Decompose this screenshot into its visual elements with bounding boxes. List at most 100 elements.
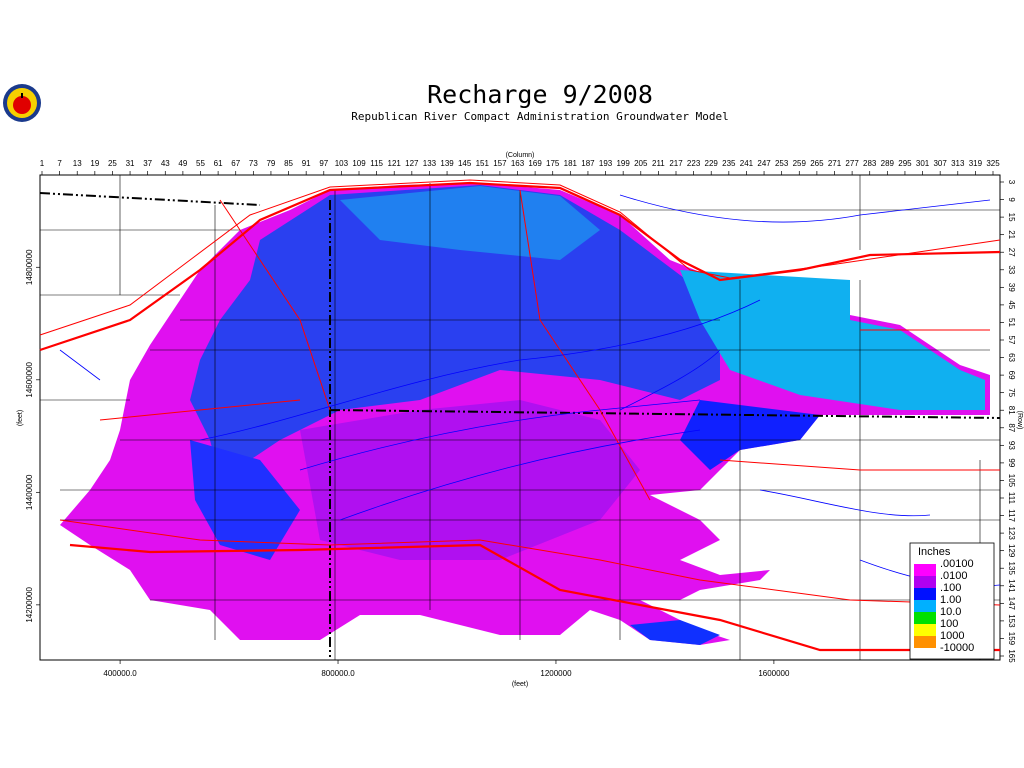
column-tick-label: 241: [740, 159, 754, 168]
column-tick-label: 223: [687, 159, 701, 168]
row-tick-label: 141: [1007, 579, 1016, 593]
row-tick-label: 147: [1007, 597, 1016, 611]
legend-label: 1000: [940, 630, 964, 642]
y-tick-label: 14800000: [25, 249, 34, 285]
column-tick-label: 49: [178, 159, 187, 168]
column-tick-label: 253: [775, 159, 789, 168]
recharge-blue: [190, 185, 720, 480]
column-tick-label: 283: [863, 159, 877, 168]
column-tick-label: 235: [722, 159, 736, 168]
y-tick-label: 14200000: [25, 587, 34, 623]
logo: [3, 84, 41, 122]
column-tick-label: 163: [511, 159, 525, 168]
y-tick-label: 14400000: [25, 474, 34, 510]
row-tick-label: 159: [1007, 632, 1016, 646]
legend-swatch: [914, 564, 936, 576]
column-tick-label: 289: [881, 159, 895, 168]
row-tick-label: 9: [1007, 197, 1016, 202]
column-tick-label: 79: [266, 159, 275, 168]
column-tick-label: 313: [951, 159, 965, 168]
column-tick-label: 271: [828, 159, 842, 168]
column-tick-label: 73: [249, 159, 258, 168]
column-tick-label: 199: [616, 159, 630, 168]
legend-label: .100: [940, 582, 961, 594]
row-tick-label: 63: [1007, 353, 1016, 362]
roads: [39, 179, 1001, 606]
legend-swatch: [914, 576, 936, 588]
row-tick-label: 111: [1007, 492, 1016, 505]
column-label: (Column): [506, 152, 535, 159]
y-label: (feet): [17, 410, 24, 426]
subtitle: Republican River Compact Administration …: [351, 110, 729, 123]
column-tick-label: 175: [546, 159, 560, 168]
y-tick-label: 14600000: [25, 361, 34, 397]
legend-swatch: [914, 588, 936, 600]
column-tick-label: 61: [214, 159, 223, 168]
column-tick-label: 307: [933, 159, 947, 168]
row-tick-label: 75: [1007, 388, 1016, 397]
column-tick-label: 211: [652, 159, 665, 168]
column-tick-label: 145: [458, 159, 472, 168]
legend-label: 1.00: [940, 594, 961, 606]
column-tick-label: 169: [528, 159, 542, 168]
column-tick-label: 103: [335, 159, 349, 168]
row-tick-label: 99: [1007, 458, 1016, 467]
row-tick-label: 165: [1007, 649, 1016, 663]
column-tick-label: 91: [302, 159, 311, 168]
column-tick-label: 277: [845, 159, 859, 168]
column-tick-label: 1: [40, 159, 45, 168]
legend-label: .00100: [940, 558, 974, 570]
column-tick-label: 97: [319, 159, 328, 168]
legend-title: Inches: [918, 546, 951, 558]
legend-label: -10000: [940, 642, 974, 654]
column-tick-label: 325: [986, 159, 1000, 168]
legend-label: .0100: [940, 570, 968, 582]
x-tick-label: 400000.0: [103, 669, 137, 678]
state-line: [39, 192, 1001, 660]
row-tick-label: 33: [1007, 265, 1016, 274]
column-tick-label: 265: [810, 159, 824, 168]
column-tick-label: 139: [440, 159, 454, 168]
x-tick-label: 1600000: [758, 669, 790, 678]
row-tick-label: 69: [1007, 371, 1016, 380]
row-tick-label: 93: [1007, 441, 1016, 450]
row-tick-label: 129: [1007, 544, 1016, 558]
row-tick-label: 135: [1007, 562, 1016, 576]
recharge-cyan-north: [340, 186, 600, 260]
legend-swatch: [914, 600, 936, 612]
column-tick-label: 31: [126, 159, 135, 168]
column-tick-label: 319: [969, 159, 983, 168]
column-tick-label: 37: [143, 159, 152, 168]
row-tick-label: 117: [1007, 509, 1016, 522]
column-tick-label: 133: [423, 159, 437, 168]
column-tick-label: 205: [634, 159, 648, 168]
column-tick-label: 157: [493, 159, 507, 168]
column-tick-label: 13: [73, 159, 82, 168]
column-tick-label: 259: [793, 159, 807, 168]
row-tick-label: 123: [1007, 526, 1016, 540]
row-tick-label: 15: [1007, 213, 1016, 222]
legend-swatch: [914, 624, 936, 636]
row-tick-label: 51: [1007, 318, 1016, 327]
column-tick-label: 127: [405, 159, 419, 168]
row-tick-label: 3: [1007, 180, 1016, 185]
column-tick-label: 229: [705, 159, 719, 168]
row-tick-label: 57: [1007, 336, 1016, 345]
column-tick-label: 217: [669, 159, 683, 168]
column-tick-label: 67: [231, 159, 240, 168]
column-tick-label: 187: [581, 159, 595, 168]
row-label: (Row): [1016, 411, 1023, 430]
row-tick-label: 45: [1007, 300, 1016, 309]
column-tick-label: 247: [757, 159, 771, 168]
column-tick-label: 55: [196, 159, 205, 168]
row-tick-label: 39: [1007, 283, 1016, 292]
column-tick-label: 25: [108, 159, 117, 168]
legend-label: 100: [940, 618, 958, 630]
x-tick-label: 800000.0: [321, 669, 355, 678]
row-tick-label: 21: [1007, 230, 1016, 239]
x-tick-label: 1200000: [540, 669, 572, 678]
row-tick-label: 105: [1007, 474, 1016, 488]
column-tick-label: 301: [916, 159, 930, 168]
